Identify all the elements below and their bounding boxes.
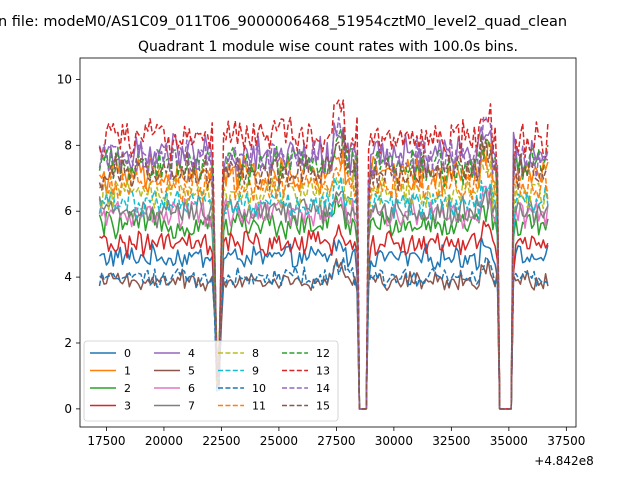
chart-title: Quadrant 1 module wise count rates with … (138, 39, 518, 55)
legend-label-9: 9 (252, 365, 259, 378)
series-layer (98, 99, 549, 410)
x-offset-label: +4.842e8 (534, 454, 593, 468)
x-tick-label: 35000 (490, 434, 528, 448)
series-line-3 (99, 220, 549, 410)
legend-label-4: 4 (188, 347, 195, 360)
series-line-10 (98, 255, 549, 410)
series-line-13 (98, 99, 549, 410)
y-tick-label: 10 (57, 72, 72, 86)
x-tick-label: 22500 (202, 434, 240, 448)
legend-label-1: 1 (124, 365, 131, 378)
y-tick-label: 8 (64, 138, 72, 152)
x-tick-label: 37500 (547, 434, 585, 448)
legend-label-5: 5 (188, 365, 195, 378)
x-tick-label: 27500 (317, 434, 355, 448)
x-axis: 17500 20000 22500 25000 27500 30000 32500 35000… (87, 427, 585, 448)
legend-label-10: 10 (252, 382, 266, 395)
legend-label-14: 14 (316, 382, 330, 395)
plot-frame (79, 57, 577, 428)
y-tick-label: 4 (64, 270, 72, 284)
series-line-5 (99, 258, 549, 410)
legend-label-3: 3 (124, 400, 131, 413)
y-axis: 0 2 4 6 8 10 (57, 72, 80, 416)
legend-label-2: 2 (124, 382, 131, 395)
y-tick-label: 6 (64, 204, 72, 218)
x-tick-label: 17500 (87, 434, 125, 448)
y-tick-label: 0 (64, 402, 72, 416)
legend-label-6: 6 (188, 382, 195, 395)
legend-label-0: 0 (124, 347, 131, 360)
x-tick-label: 25000 (260, 434, 298, 448)
series-line-4 (98, 122, 549, 410)
figure-suptitle: n file: modeM0/AS1C09_011T06_9000006468_… (0, 14, 567, 30)
legend-label-7: 7 (188, 400, 195, 413)
series-line-7 (98, 185, 549, 410)
series-line-9 (98, 175, 549, 410)
series-line-11 (98, 155, 549, 410)
x-tick-label: 30000 (375, 434, 413, 448)
x-tick-label: 32500 (432, 434, 470, 448)
legend-label-8: 8 (252, 347, 259, 360)
legend-label-13: 13 (316, 365, 330, 378)
legend-label-15: 15 (316, 400, 330, 413)
series-line-15 (98, 128, 549, 410)
y-tick-label: 2 (64, 336, 72, 350)
legend-box (83, 340, 339, 422)
series-line-14 (98, 115, 549, 410)
legend-label-12: 12 (316, 347, 330, 360)
series-line-0 (99, 236, 549, 410)
legend-label-11: 11 (252, 400, 266, 413)
x-tick-label: 20000 (145, 434, 183, 448)
